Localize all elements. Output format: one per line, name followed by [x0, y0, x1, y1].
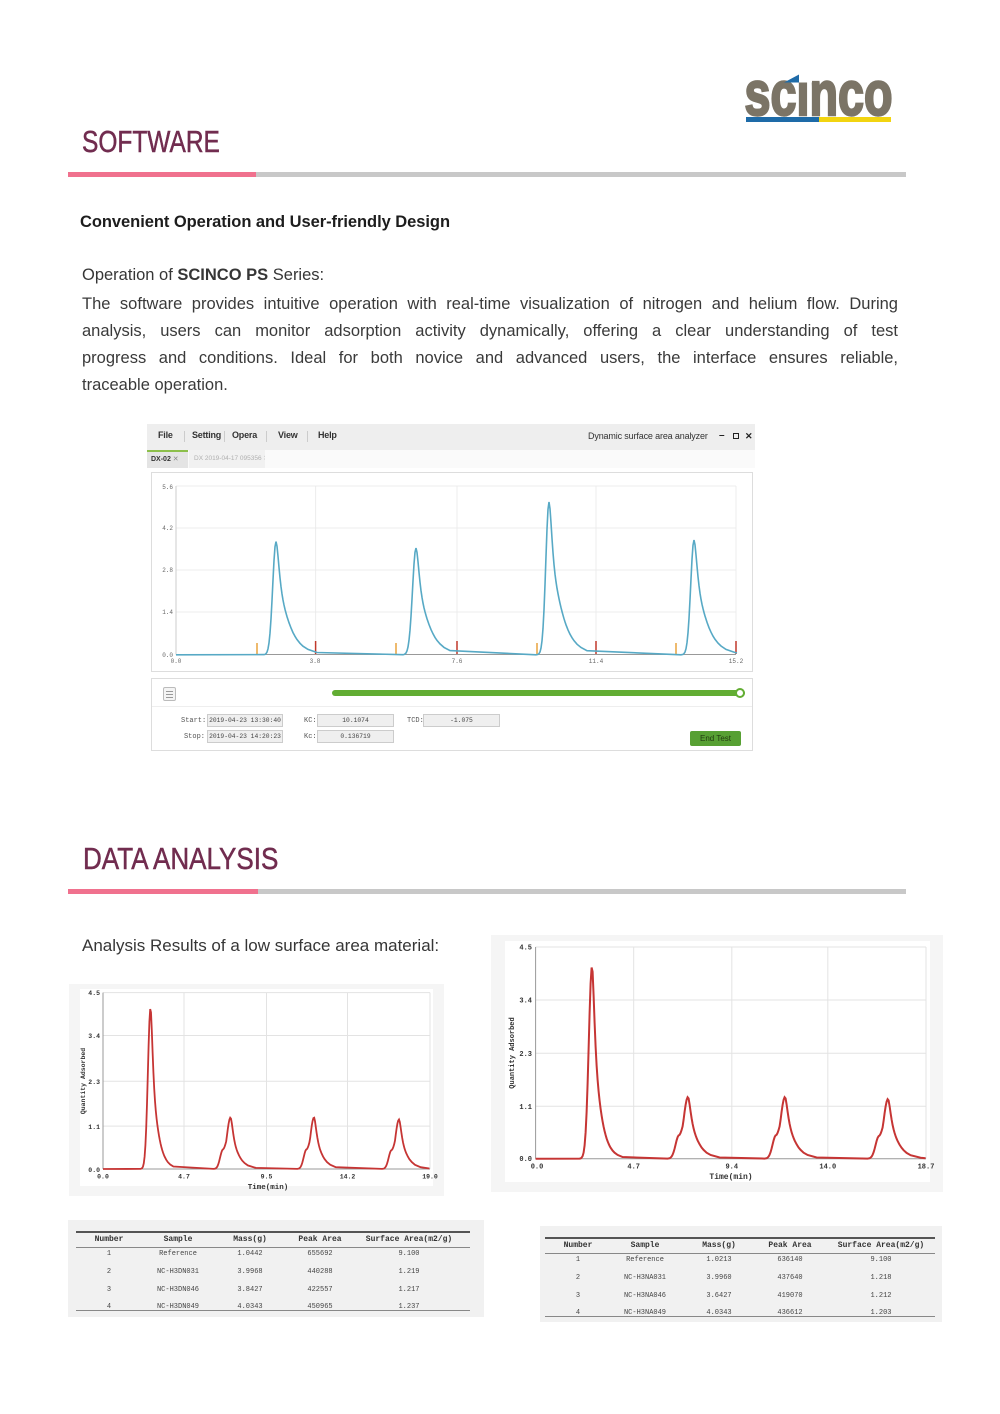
svg-text:4.7: 4.7 — [627, 1164, 640, 1172]
svg-text:0.0: 0.0 — [88, 1167, 100, 1174]
svg-text:0.0: 0.0 — [531, 1164, 544, 1172]
svg-text:14.2: 14.2 — [340, 1174, 356, 1181]
svg-text:4.5: 4.5 — [519, 945, 532, 953]
svg-text:9.4: 9.4 — [725, 1164, 738, 1172]
svg-text:1.1: 1.1 — [519, 1104, 532, 1112]
svg-text:2.3: 2.3 — [88, 1079, 100, 1086]
svg-text:15.2: 15.2 — [729, 658, 744, 665]
svg-text:0.0: 0.0 — [97, 1174, 109, 1181]
svg-text:Time(min): Time(min) — [709, 1173, 752, 1182]
svg-text:18.7: 18.7 — [918, 1164, 935, 1172]
svg-text:4.5: 4.5 — [88, 990, 100, 997]
svg-text:1.1: 1.1 — [88, 1124, 100, 1131]
svg-text:4.7: 4.7 — [178, 1174, 190, 1181]
svg-text:0.0: 0.0 — [171, 658, 182, 665]
svg-text:1.4: 1.4 — [162, 609, 173, 616]
svg-text:Time(min): Time(min) — [248, 1184, 289, 1192]
svg-text:11.4: 11.4 — [589, 658, 604, 665]
svg-text:9.5: 9.5 — [261, 1174, 273, 1181]
svg-text:3.4: 3.4 — [519, 998, 532, 1006]
svg-text:14.0: 14.0 — [819, 1164, 836, 1172]
svg-text:7.6: 7.6 — [452, 658, 463, 665]
svg-text:5.6: 5.6 — [162, 484, 173, 491]
svg-text:0.0: 0.0 — [519, 1156, 532, 1164]
svg-text:0.0: 0.0 — [162, 652, 173, 659]
svg-text:4.2: 4.2 — [162, 525, 173, 532]
svg-text:2.3: 2.3 — [519, 1051, 532, 1059]
svg-text:Quantity Adsorbed: Quantity Adsorbed — [509, 1017, 517, 1088]
svg-text:3.8: 3.8 — [310, 658, 321, 665]
svg-text:Quantity Adsorbed: Quantity Adsorbed — [80, 1048, 87, 1114]
svg-text:2.8: 2.8 — [162, 567, 173, 574]
svg-text:3.4: 3.4 — [88, 1033, 100, 1040]
svg-text:19.0: 19.0 — [422, 1174, 438, 1181]
